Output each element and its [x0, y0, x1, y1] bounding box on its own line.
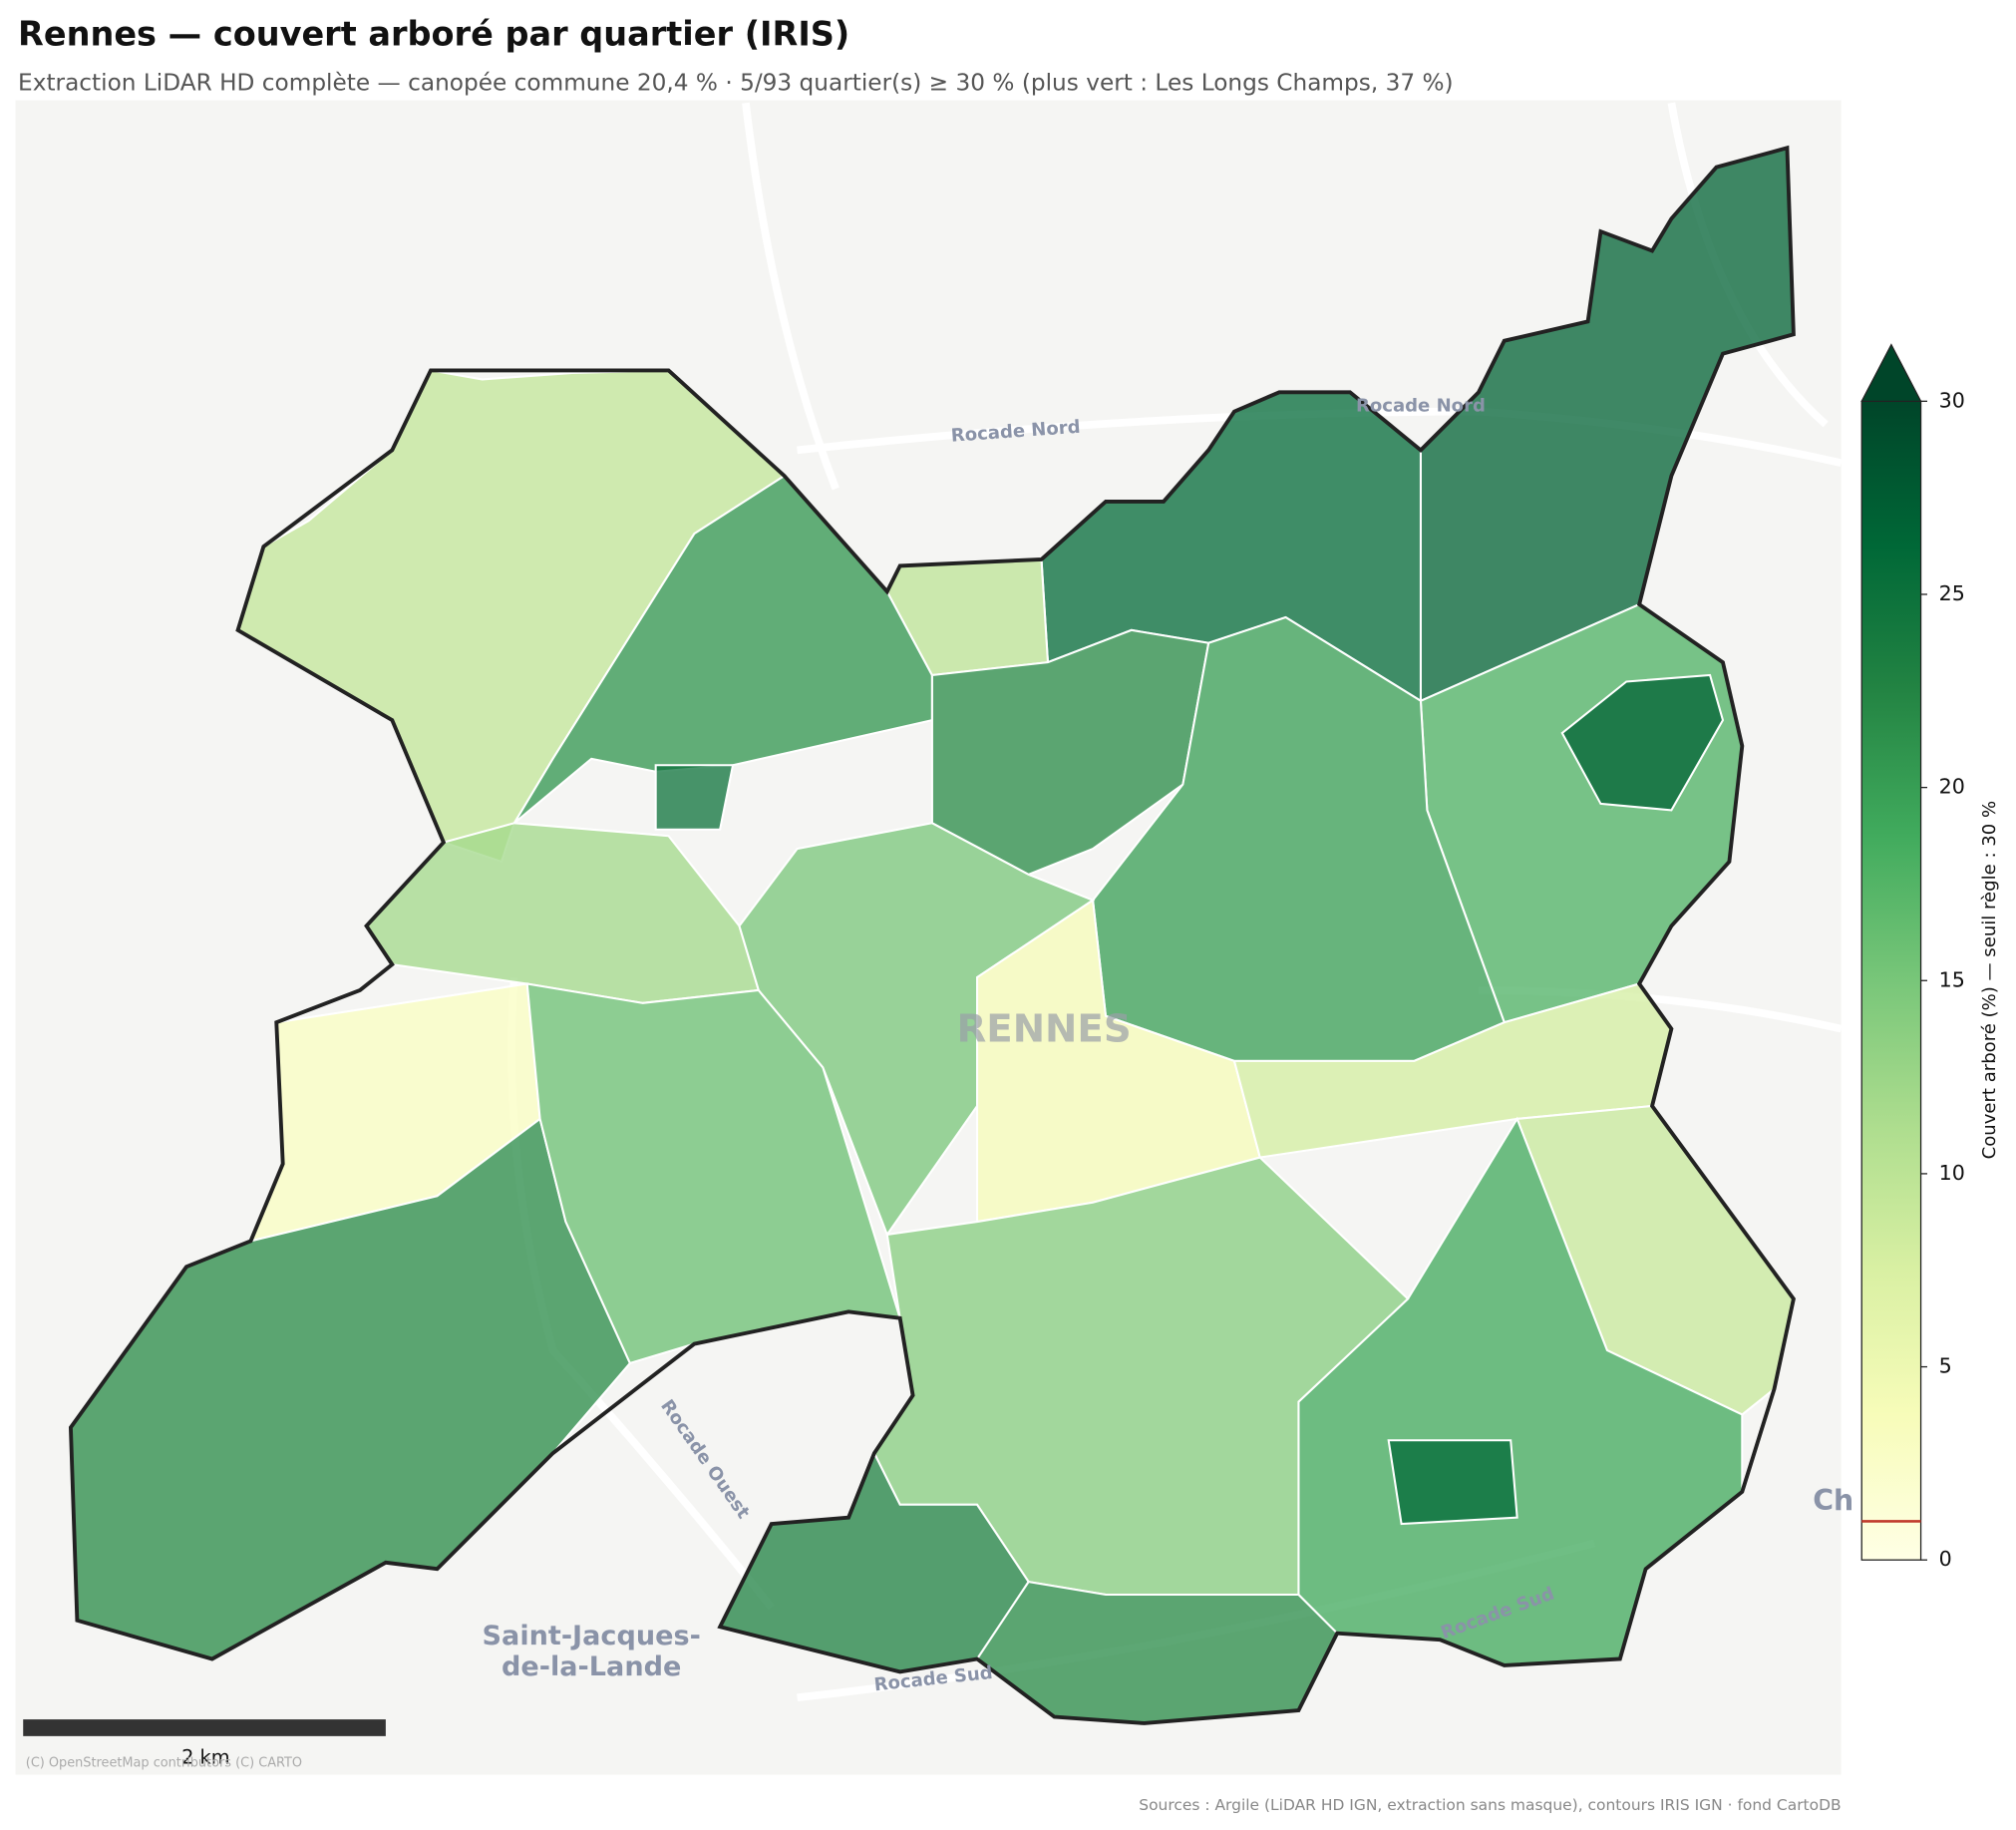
- district: [1387, 1439, 1518, 1526]
- districts: [69, 146, 1796, 1725]
- colorbar-body: [1860, 400, 1922, 1561]
- colorbar-tick-label: 15: [1939, 967, 1965, 991]
- district: [1560, 673, 1725, 812]
- city-label: RENNES: [957, 1007, 1132, 1052]
- place-label: Saint-Jacques-: [483, 1621, 701, 1651]
- attribution: (C) OpenStreetMap contributors (C) CARTO: [26, 1755, 302, 1770]
- colorbar-tick-label: 30: [1939, 388, 1965, 412]
- colorbar-tick-label: 20: [1939, 775, 1965, 799]
- colorbar-extend: [1860, 343, 1922, 402]
- scale-label: 2 km: [181, 1745, 229, 1768]
- road-label: Rocade Nord: [1356, 395, 1486, 416]
- place-label: Ch: [1813, 1484, 1853, 1517]
- sources: Sources : Argile (LiDAR HD IGN, extracti…: [1139, 1796, 1841, 1814]
- title: Rennes — couvert arboré par quartier (IR…: [18, 15, 849, 54]
- colorbar-tick-label: 5: [1939, 1354, 1952, 1378]
- place-label: de-la-Lande: [502, 1651, 681, 1682]
- subtitle: Extraction LiDAR HD complète — canopée c…: [18, 69, 1454, 96]
- colorbar-tick-label: 0: [1939, 1547, 1952, 1571]
- colorbar-label: Couvert arboré (%) — seuil règle : 30 %: [1979, 801, 2000, 1160]
- colorbar: 0 5 10 15 20 25 30: [1860, 343, 1965, 1571]
- colorbar-tick-label: 25: [1939, 581, 1965, 605]
- scale-bar: [23, 1719, 386, 1736]
- colorbar-tick-label: 10: [1939, 1161, 1965, 1185]
- district: [654, 764, 735, 831]
- city-outline: [68, 145, 1796, 1725]
